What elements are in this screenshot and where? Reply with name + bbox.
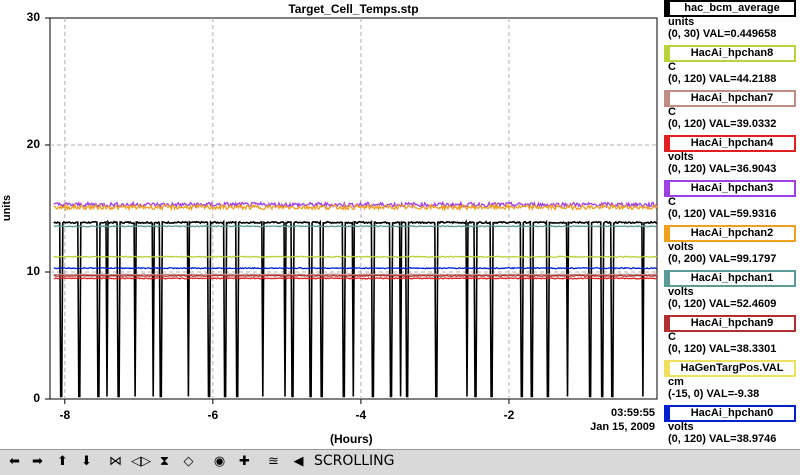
arrow-left-icon: ⬅: [9, 454, 20, 469]
series-line-HacAi_hpchan2: [53, 202, 658, 212]
legend-value: (0, 120) VAL=38.3301: [668, 343, 777, 355]
y-tick-label: 0: [33, 391, 40, 405]
time-label: 03:59:55: [610, 407, 655, 419]
legend-item[interactable]: HacAi_hpchan2 volts (0, 200) VAL=99.1797: [662, 225, 800, 270]
x-tick-label: -2: [503, 408, 515, 422]
legend-value: (0, 120) VAL=36.9043: [668, 163, 777, 175]
zoom-out-y-icon: ◇: [183, 454, 194, 469]
legend-unit: volts: [668, 286, 694, 298]
legend-item[interactable]: HacAi_hpchan9 C (0, 120) VAL=38.3301: [662, 315, 800, 360]
legend-unit: volts: [668, 241, 694, 253]
legend-series-name[interactable]: HacAi_hpchan7: [664, 90, 796, 107]
legend-unit: cm: [668, 376, 684, 388]
legend-value: (0, 120) VAL=44.2188: [668, 73, 777, 85]
legend-item[interactable]: HaGenTargPos.VAL cm (-15, 0) VAL=-9.38: [662, 360, 800, 405]
zoom-in-y-icon: ⧗: [159, 454, 170, 469]
zoom-out-y-button[interactable]: ◇: [179, 452, 198, 471]
legend-item[interactable]: hac_bcm_average units (0, 30) VAL=0.449658: [662, 0, 800, 45]
legend-item[interactable]: HacAi_hpchan1 volts (0, 120) VAL=52.4609: [662, 270, 800, 315]
legend-series-name[interactable]: HacAi_hpchan3: [664, 180, 796, 197]
zoom-out-x-button[interactable]: ◁▷: [131, 452, 151, 471]
arrow-right-button[interactable]: ➡: [28, 452, 47, 471]
scrolling-status: SCROLLING: [314, 453, 395, 469]
legend-value: (0, 200) VAL=99.1797: [668, 253, 777, 265]
zoom-in-x-button[interactable]: ⋈: [106, 452, 125, 471]
series-line-HacAi_hpchan8: [53, 255, 658, 259]
arrow-right-icon: ➡: [32, 454, 43, 469]
legend-series-name[interactable]: HacAi_hpchan1: [664, 270, 796, 287]
arrow-down-icon: ⬇: [81, 454, 92, 469]
legend-item[interactable]: HacAi_hpchan0 volts (0, 120) VAL=38.9746: [662, 405, 800, 450]
zoom-in-x-icon: ⋈: [109, 454, 122, 469]
legend-item[interactable]: HacAi_hpchan4 volts (0, 120) VAL=36.9043: [662, 135, 800, 180]
x-tick-label: -6: [207, 408, 219, 422]
legend-unit: C: [668, 196, 676, 208]
x-tick-label: -8: [59, 408, 71, 422]
back-icon: ◀: [293, 454, 304, 469]
zoom-out-x-icon: ◁▷: [131, 454, 151, 469]
legend-value: (0, 120) VAL=52.4609: [668, 298, 777, 310]
arrow-up-button[interactable]: ⬆: [53, 452, 72, 471]
arrow-up-icon: ⬆: [57, 454, 68, 469]
legend-series-name[interactable]: HaGenTargPos.VAL: [664, 360, 796, 377]
legend-unit: C: [668, 61, 676, 73]
x-axis-label: (Hours): [330, 432, 373, 446]
zoom-in-y-button[interactable]: ⧗: [155, 452, 174, 471]
legend-series-name[interactable]: HacAi_hpchan4: [664, 135, 796, 152]
legend-series-name[interactable]: HacAi_hpchan2: [664, 225, 796, 242]
graph-icon: ≊: [268, 454, 279, 469]
legend-series-name[interactable]: HacAi_hpchan9: [664, 315, 796, 332]
legend-unit: C: [668, 331, 676, 343]
add-button[interactable]: ✚: [235, 452, 254, 471]
chart-title: Target_Cell_Temps.stp: [288, 2, 419, 16]
graph-button[interactable]: ≊: [264, 452, 283, 471]
add-icon: ✚: [239, 454, 250, 469]
legend-value: (0, 30) VAL=0.449658: [668, 28, 777, 40]
legend-item[interactable]: HacAi_hpchan7 C (0, 120) VAL=39.0332: [662, 90, 800, 135]
back-button[interactable]: ◀: [289, 452, 308, 471]
y-tick-label: 10: [26, 264, 40, 278]
chart-plot[interactable]: [0, 0, 660, 448]
series-line-HacAi_hpchan4: [53, 277, 658, 280]
legend-item[interactable]: HacAi_hpchan8 C (0, 120) VAL=44.2188: [662, 45, 800, 90]
series-line-HacAi_hpchan0: [53, 266, 658, 270]
legend-unit: volts: [668, 421, 694, 433]
record-button[interactable]: ◉: [210, 452, 229, 471]
legend-series-name[interactable]: HacAi_hpchan8: [664, 45, 796, 62]
legend-series-name[interactable]: hac_bcm_average: [664, 0, 796, 17]
legend-value: (0, 120) VAL=39.0332: [668, 118, 777, 130]
arrow-left-button[interactable]: ⬅: [5, 452, 24, 471]
y-axis-label: units: [1, 194, 14, 222]
legend-unit: C: [668, 106, 676, 118]
y-tick-label: 30: [26, 10, 40, 24]
record-icon: ◉: [213, 454, 226, 469]
arrow-down-button[interactable]: ⬇: [77, 452, 96, 471]
legend-series-name[interactable]: HacAi_hpchan0: [664, 405, 796, 422]
legend-unit: units: [668, 16, 695, 28]
date-label: Jan 15, 2009: [590, 421, 655, 433]
y-tick-label: 20: [26, 137, 40, 151]
x-tick-label: -4: [355, 408, 367, 422]
toolbar: SCROLLING ⬅ ➡ ⬆ ⬇ ⋈ ◁▷ ⧗ ◇ ◉ ✚ ≊ ◀: [0, 449, 800, 475]
series-line-HacAi_hpchan9: [53, 274, 658, 278]
legend-value: (-15, 0) VAL=-9.38: [668, 388, 760, 400]
legend-item[interactable]: HacAi_hpchan3 C (0, 120) VAL=59.9316: [662, 180, 800, 225]
legend-value: (0, 120) VAL=38.9746: [668, 433, 777, 445]
series-line-hac_bcm_average: [53, 219, 658, 398]
legend-value: (0, 120) VAL=59.9316: [668, 208, 777, 220]
time-stamp: 03:59:55 Jan 15, 2009: [560, 406, 655, 434]
legend-unit: volts: [668, 151, 694, 163]
series-line-HacAi_hpchan1: [53, 224, 658, 228]
legend: hac_bcm_average units (0, 30) VAL=0.449658…: [662, 0, 800, 450]
